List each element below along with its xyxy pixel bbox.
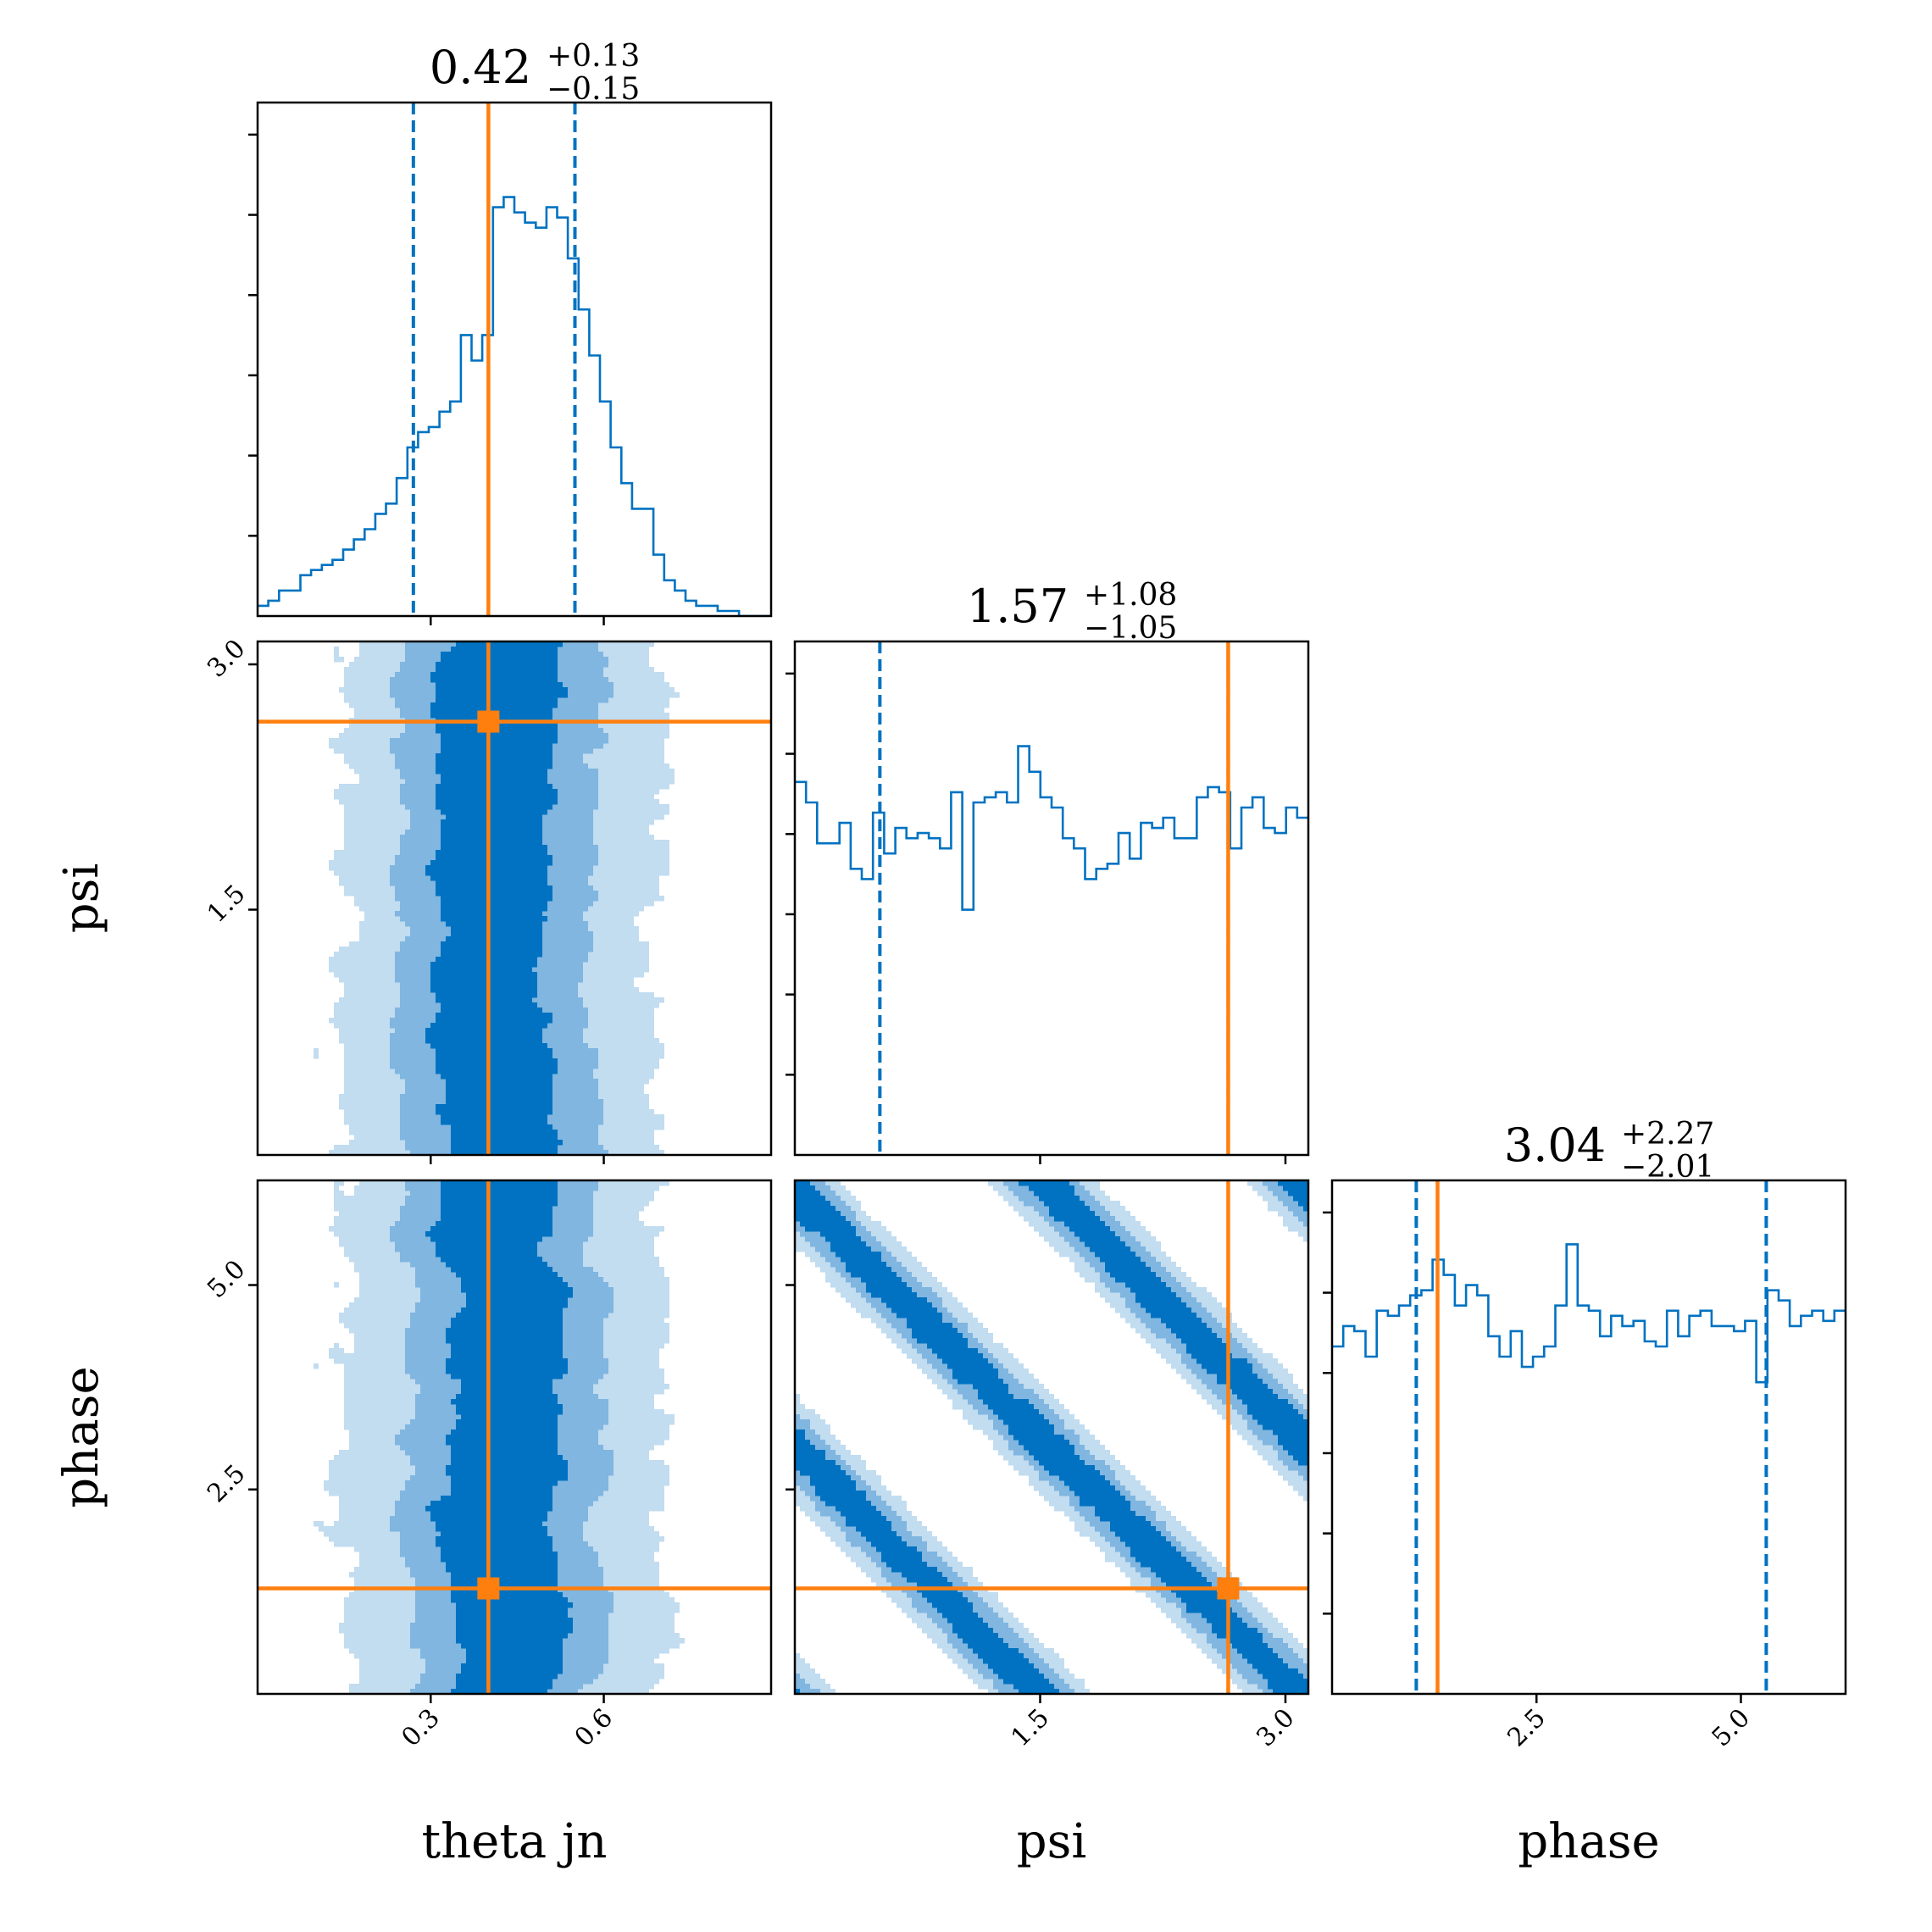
hist-panel-theta_jn: 0.42 +0.13−0.15 bbox=[248, 39, 773, 625]
truth-marker bbox=[477, 1577, 500, 1600]
ytick-label-psi: 3.0 bbox=[202, 634, 251, 683]
hist-line-psi bbox=[795, 745, 1308, 911]
density-panel-theta_jn-psi: 1.5 3.0 bbox=[202, 634, 773, 1164]
ylabel-phase: phase bbox=[54, 1366, 109, 1507]
hist-panel-psi: 1.57 +1.08−1.05 bbox=[786, 578, 1310, 1164]
density-level-3 bbox=[425, 641, 568, 1155]
title-minus-theta_jn: −0.15 bbox=[547, 72, 640, 107]
xlabel-theta_jn: theta jn bbox=[422, 1814, 608, 1869]
xlabel-psi: psi bbox=[1017, 1814, 1087, 1869]
title-plus-phase: +2.27 bbox=[1621, 1117, 1714, 1152]
ylabel-psi: psi bbox=[54, 863, 109, 934]
ytick-label-phase: 5.0 bbox=[202, 1255, 251, 1304]
hist-panel-phase: 3.04 +2.27−2.01 bbox=[1323, 1117, 1847, 1703]
hist-line-theta_jn bbox=[258, 196, 771, 616]
title-median-psi: 1.57 bbox=[967, 580, 1069, 633]
title-median-theta_jn: 0.42 bbox=[430, 41, 531, 94]
ytick-label-phase: 2.5 bbox=[202, 1459, 251, 1508]
xtick-label-theta_jn: 0.6 bbox=[569, 1703, 619, 1752]
title-minus-phase: −2.01 bbox=[1621, 1150, 1714, 1185]
xlabel-phase: phase bbox=[1518, 1814, 1659, 1869]
density-panel-psi-phase bbox=[786, 1179, 1310, 1703]
hist-line-phase bbox=[1332, 1243, 1846, 1384]
ytick-label-psi: 1.5 bbox=[202, 880, 251, 929]
density-level-3 bbox=[425, 1180, 573, 1694]
title-plus-psi: +1.08 bbox=[1084, 578, 1177, 613]
xtick-label-phase: 2.5 bbox=[1502, 1703, 1551, 1752]
xtick-label-psi: 1.5 bbox=[1006, 1703, 1055, 1752]
density-level-3 bbox=[795, 1180, 1308, 1694]
xtick-label-theta_jn: 0.3 bbox=[396, 1703, 445, 1752]
xtick-label-psi: 3.0 bbox=[1251, 1703, 1300, 1752]
xtick-label-phase: 5.0 bbox=[1707, 1703, 1756, 1752]
density-panel-theta_jn-phase: 2.5 5.0 bbox=[202, 1179, 773, 1703]
title-plus-theta_jn: +0.13 bbox=[547, 39, 640, 74]
title-minus-psi: −1.05 bbox=[1084, 611, 1177, 646]
truth-marker bbox=[1217, 1577, 1240, 1600]
truth-marker bbox=[477, 710, 500, 733]
title-median-phase: 3.04 bbox=[1504, 1119, 1606, 1172]
